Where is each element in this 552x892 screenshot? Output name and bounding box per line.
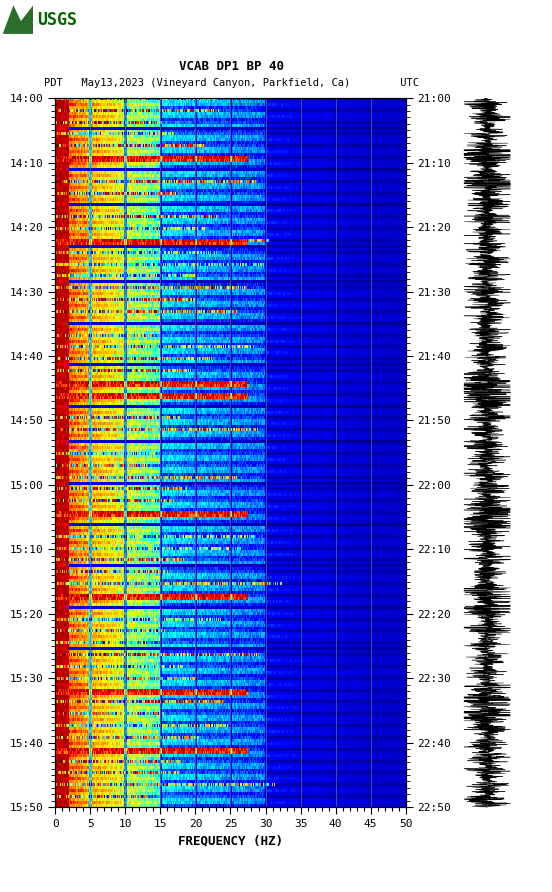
Polygon shape — [3, 5, 33, 34]
Text: VCAB DP1 BP 40: VCAB DP1 BP 40 — [179, 61, 284, 73]
X-axis label: FREQUENCY (HZ): FREQUENCY (HZ) — [178, 835, 283, 847]
Text: PDT   May13,2023 (Vineyard Canyon, Parkfield, Ca)        UTC: PDT May13,2023 (Vineyard Canyon, Parkfie… — [44, 78, 420, 88]
Text: USGS: USGS — [37, 11, 77, 29]
